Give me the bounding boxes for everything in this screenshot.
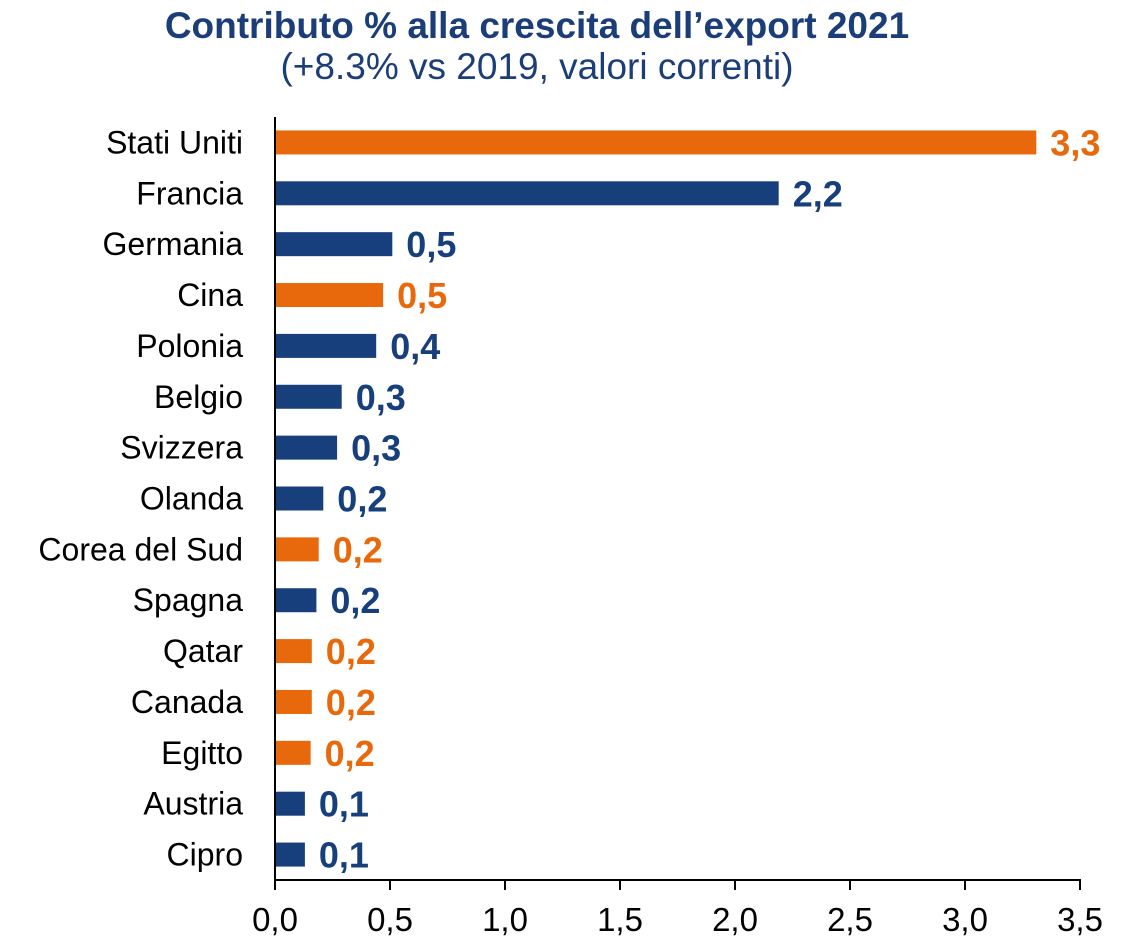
data-label: 0,3 xyxy=(356,377,406,418)
data-label: 0,3 xyxy=(351,428,401,469)
x-axis-ticks xyxy=(274,880,1081,890)
bar xyxy=(275,791,305,816)
data-label: 0,2 xyxy=(326,631,376,672)
data-label: 0,4 xyxy=(390,326,440,367)
bar xyxy=(275,384,342,409)
category-label: Cipro xyxy=(167,837,243,873)
bar xyxy=(275,283,384,308)
data-label: 3,3 xyxy=(1050,122,1100,163)
x-tick-label: 3,5 xyxy=(1057,901,1103,938)
bar xyxy=(275,232,393,257)
bar xyxy=(275,588,317,613)
x-tick-label: 2,5 xyxy=(827,901,873,938)
category-label: Corea del Sud xyxy=(38,531,243,567)
data-label: 0,5 xyxy=(397,275,447,316)
bar xyxy=(275,639,312,664)
category-label: Cina xyxy=(177,277,243,313)
category-label: Stati Uniti xyxy=(106,124,243,160)
x-tick-label: 3,0 xyxy=(942,901,988,938)
bar xyxy=(275,842,305,867)
data-label: 2,2 xyxy=(793,173,843,214)
bar xyxy=(275,740,311,765)
x-tick-label: 2,0 xyxy=(712,901,758,938)
x-tick-label: 1,5 xyxy=(597,901,643,938)
category-label: Polonia xyxy=(136,328,243,364)
category-label: Germania xyxy=(103,226,244,262)
category-label: Spagna xyxy=(133,582,244,618)
data-label: 0,1 xyxy=(319,835,369,876)
x-tick-label: 1,0 xyxy=(482,901,528,938)
data-label: 0,2 xyxy=(325,733,375,774)
category-label: Austria xyxy=(143,786,243,822)
bar xyxy=(275,537,319,562)
data-label: 0,1 xyxy=(319,784,369,825)
x-tick-label: 0,0 xyxy=(252,901,298,938)
category-labels: Stati Uniti Francia Germania Cina Polonia Bel… xyxy=(38,124,243,872)
category-label: Egitto xyxy=(161,735,243,771)
x-tick-label: 0,5 xyxy=(367,901,413,938)
bar xyxy=(275,181,779,206)
bar xyxy=(275,689,312,714)
category-label: Canada xyxy=(131,684,243,720)
category-label: Francia xyxy=(136,175,243,211)
data-label: 0,2 xyxy=(330,580,380,621)
data-label: 0,2 xyxy=(333,529,383,570)
bar xyxy=(275,130,1037,155)
data-labels: 3,3 2,2 0,5 0,5 0,4 0,3 0,3 0,2 0,2 0,2 0,2 0,2 0,2 0… xyxy=(319,122,1100,875)
data-label: 0,2 xyxy=(326,682,376,723)
data-label: 0,2 xyxy=(337,479,387,520)
bar xyxy=(275,435,338,460)
bars-group xyxy=(275,130,1037,867)
x-axis-tick-labels: 0,0 0,5 1,0 1,5 2,0 2,5 3,0 3,5 xyxy=(252,901,1103,938)
bar xyxy=(275,333,377,358)
chart-title: Contributo % alla crescita dell’export 2… xyxy=(165,5,909,46)
category-label: Qatar xyxy=(163,633,243,669)
bar xyxy=(275,486,324,511)
chart-subtitle: (+8.3% vs 2019, valori correnti) xyxy=(280,46,793,87)
category-label: Belgio xyxy=(154,379,243,415)
category-label: Olanda xyxy=(140,481,243,517)
category-label: Svizzera xyxy=(120,430,243,466)
data-label: 0,5 xyxy=(406,224,456,265)
